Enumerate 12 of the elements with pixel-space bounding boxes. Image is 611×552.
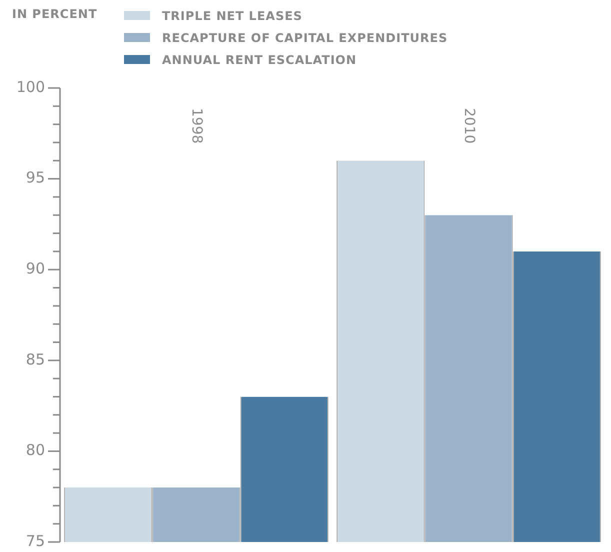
y-tick-label: 75 xyxy=(26,532,45,550)
y-axis-title: IN PERCENT xyxy=(12,7,98,21)
x-tick-label: 2010 xyxy=(461,108,478,144)
y-tick-label: 90 xyxy=(26,259,45,278)
y-tick-label: 95 xyxy=(26,168,45,187)
y-tick-label: 85 xyxy=(26,350,45,368)
legend-label: TRIPLE NET LEASES xyxy=(162,8,302,22)
legend-label: ANNUAL RENT ESCALATION xyxy=(162,52,357,66)
legend-label: RECAPTURE OF CAPITAL EXPENDITURES xyxy=(162,30,448,44)
x-tick-label: 1998 xyxy=(188,108,205,144)
y-tick-label: 80 xyxy=(26,441,45,460)
y-tick-label: 100 xyxy=(16,78,45,96)
